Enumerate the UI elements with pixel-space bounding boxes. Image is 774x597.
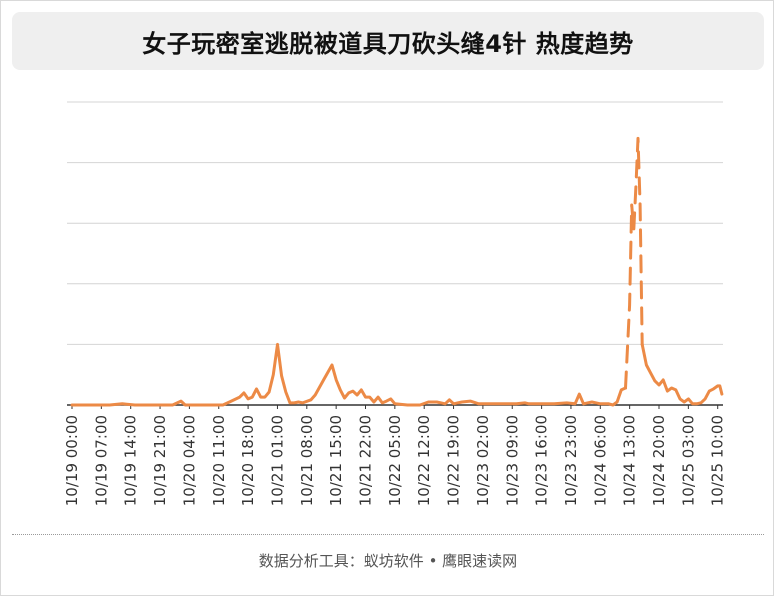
- x-tick-label: 10/23 09:00: [503, 415, 521, 506]
- footer-credit: 数据分析工具：蚁坊软件 • 鹰眼速读网: [258, 552, 518, 570]
- x-tick-label: 10/19 00:00: [63, 415, 81, 506]
- x-tick-label: 10/25 03:00: [679, 415, 697, 506]
- x-tick-label: 10/19 14:00: [122, 415, 140, 506]
- x-tick-label: 10/23 16:00: [533, 415, 551, 506]
- series-line-dashed: [624, 136, 644, 390]
- x-tick-label: 10/23 02:00: [474, 415, 492, 506]
- footer-divider: [12, 534, 764, 535]
- series-line: [70, 342, 627, 407]
- x-tick-label: 10/22 19:00: [445, 415, 463, 506]
- x-tick-label: 10/21 01:00: [268, 415, 286, 506]
- x-tick-label: 10/19 21:00: [151, 415, 169, 506]
- x-tick-label: 10/21 08:00: [298, 415, 316, 506]
- title-bar: 女子玩密室逃脱被道具刀砍头缝4针 热度趋势: [12, 12, 764, 70]
- x-tick-label: 10/22 12:00: [415, 415, 433, 506]
- x-tick-label: 10/21 22:00: [357, 415, 375, 506]
- x-tick-label: 10/25 10:00: [709, 415, 727, 506]
- x-tick-label: 10/20 11:00: [210, 415, 228, 506]
- x-tick-label: 10/22 05:00: [386, 415, 404, 506]
- series-line: [640, 342, 724, 406]
- chart-title: 女子玩密室逃脱被道具刀砍头缝4针 热度趋势: [142, 29, 634, 58]
- x-tick-label: 10/24 20:00: [650, 415, 668, 506]
- x-tick-label: 10/20 18:00: [239, 415, 257, 506]
- x-tick-label: 10/24 06:00: [591, 415, 609, 506]
- x-tick-label: 10/21 15:00: [327, 415, 345, 506]
- x-tick-label: 10/19 07:00: [92, 415, 110, 506]
- x-tick-label: 10/24 13:00: [621, 415, 639, 506]
- x-tick-label: 10/23 23:00: [562, 415, 580, 506]
- x-tick-label: 10/20 04:00: [180, 415, 198, 506]
